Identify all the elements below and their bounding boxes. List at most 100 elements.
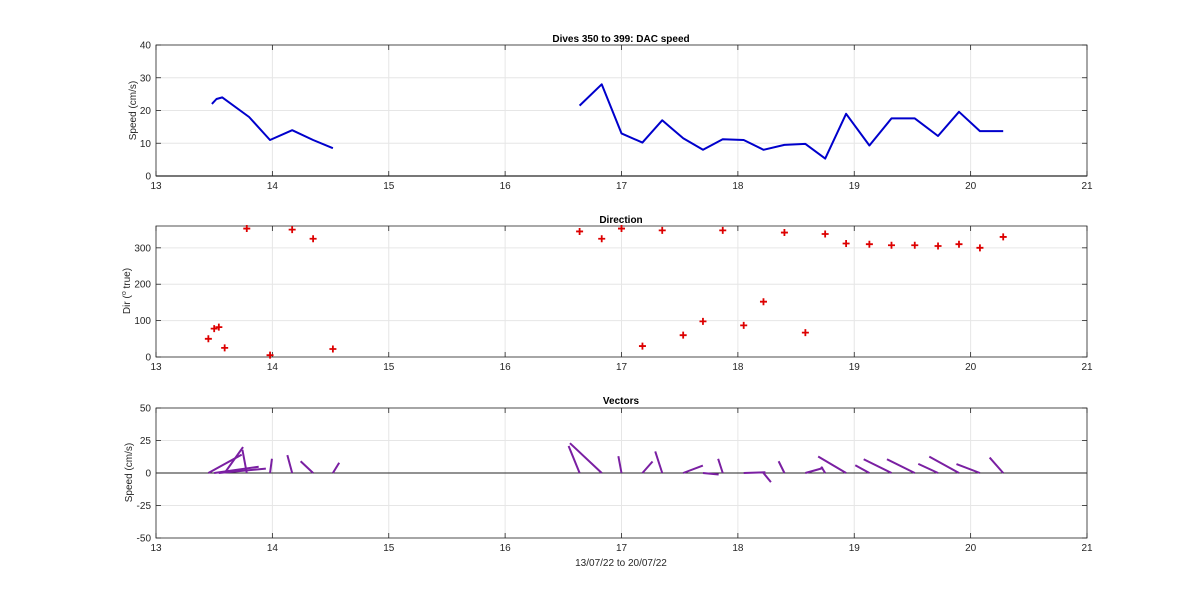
speed-series-line (578, 83, 1004, 160)
speed-x-tick-label: 13 (150, 181, 162, 192)
vector-stick (702, 472, 719, 476)
speed-title: Dives 350 to 399: DAC speed (552, 34, 689, 45)
vector-stick (567, 445, 581, 474)
direction-point (911, 241, 919, 249)
direction-point (210, 325, 218, 333)
direction-x-tick-label: 14 (267, 362, 279, 373)
speed-y-tick-label: 20 (140, 106, 152, 117)
direction-point (976, 244, 984, 252)
vectors-x-tick-label: 21 (1081, 543, 1093, 554)
vector-stick (777, 460, 786, 474)
vectors-y-tick-label: -50 (137, 534, 152, 545)
direction-y-tick-label: 100 (134, 316, 151, 327)
vectors-marks (156, 442, 1087, 483)
direction-x-tick-label: 19 (849, 362, 861, 373)
direction-axes: 13 14 15 16 17 18 19 20 21 0 100 200 300 (134, 225, 1093, 373)
vectors-axes: 13 14 15 16 17 18 19 20 21 -50 -25 0 25 50 (137, 404, 1093, 555)
direction-y-axis-label-part-2: true) (122, 268, 133, 291)
vectors-x-tick-label: 15 (383, 543, 395, 554)
vector-stick (854, 464, 870, 474)
direction-point (618, 225, 625, 233)
vectors-y-tick-label: 25 (140, 436, 152, 447)
vectors-x-tick-label: 20 (965, 543, 977, 554)
vector-stick (218, 467, 266, 474)
direction-point (638, 342, 646, 350)
vectors-y-tick-label: 0 (145, 469, 151, 480)
speed-panel: 13 14 15 16 17 18 19 20 21 0 10 20 30 40 Dives 350 to… (128, 34, 1093, 192)
vector-stick (717, 458, 724, 474)
speed-x-tick-label: 19 (849, 181, 861, 192)
vector-stick (886, 458, 916, 474)
direction-point (679, 331, 687, 339)
vector-stick (223, 446, 244, 474)
direction-y-tick-label: 0 (145, 353, 151, 364)
direction-point (221, 344, 229, 352)
direction-x-tick-label: 13 (150, 362, 162, 373)
direction-marks (204, 225, 1007, 359)
direction-y-axis-label: Dir (o true) (121, 268, 133, 314)
direction-point (999, 233, 1007, 241)
direction-x-tick-label: 16 (500, 362, 512, 373)
direction-point (934, 242, 942, 250)
direction-point (801, 329, 809, 337)
direction-point (576, 227, 584, 235)
vector-stick (743, 471, 766, 474)
vector-stick (286, 454, 294, 474)
vectors-x-tick-label: 14 (267, 543, 279, 554)
vector-stick (241, 449, 248, 474)
vector-stick (817, 455, 847, 474)
vector-stick (928, 455, 960, 474)
speed-x-tick-label: 20 (965, 181, 977, 192)
direction-point (329, 345, 337, 353)
vector-stick (641, 460, 654, 474)
direction-point (887, 241, 895, 249)
speed-axes: 13 14 15 16 17 18 19 20 21 0 10 20 30 40 (140, 41, 1093, 193)
vectors-x-tick-label: 16 (500, 543, 512, 554)
vectors-y-axis-label: Speed (cm/s) (124, 443, 135, 502)
speed-x-tick-label: 15 (383, 181, 395, 192)
vector-stick (682, 464, 704, 474)
vector-stick (988, 456, 1004, 474)
speed-x-tick-label: 18 (732, 181, 744, 192)
vectors-x-tick-label: 17 (616, 543, 628, 554)
direction-x-tick-label: 21 (1081, 362, 1093, 373)
speed-series-line (211, 96, 334, 150)
vectors-panel: 13 14 15 16 17 18 19 20 21 -50 -25 0 25 50 Vectors Sp… (124, 396, 1093, 569)
speed-x-tick-label: 17 (616, 181, 628, 192)
vector-stick (956, 463, 981, 474)
direction-panel: 13 14 15 16 17 18 19 20 21 0 100 200 300 Direction D… (121, 215, 1093, 373)
speed-x-tick-label: 16 (500, 181, 512, 192)
vector-stick (617, 456, 623, 474)
speed-y-tick-label: 0 (145, 172, 151, 183)
speed-y-tick-label: 10 (140, 139, 152, 150)
vector-stick (299, 460, 314, 474)
vector-stick (654, 451, 664, 474)
direction-x-tick-label: 20 (965, 362, 977, 373)
vectors-x-tick-label: 18 (732, 543, 744, 554)
vector-stick (569, 442, 603, 474)
speed-y-tick-label: 30 (140, 73, 152, 84)
speed-marks (156, 83, 1087, 177)
direction-y-axis-label-part-1: Dir ( (122, 295, 133, 315)
direction-point (699, 317, 707, 325)
direction-point (740, 321, 748, 329)
direction-point (215, 323, 223, 331)
direction-point (598, 235, 606, 243)
direction-y-axis-label-degree: o (121, 291, 128, 295)
direction-y-tick-label: 200 (134, 280, 151, 291)
speed-y-axis-label: Speed (cm/s) (128, 81, 139, 140)
direction-y-tick-label: 300 (134, 243, 151, 254)
vectors-y-tick-label: 50 (140, 404, 152, 415)
speed-y-tick-label: 40 (140, 41, 152, 52)
direction-point (288, 226, 296, 234)
vector-stick (863, 458, 892, 474)
direction-x-tick-label: 18 (732, 362, 744, 373)
direction-point (842, 239, 850, 247)
speed-x-tick-label: 14 (267, 181, 279, 192)
direction-point (204, 335, 212, 343)
vector-stick (762, 472, 772, 483)
vectors-title: Vectors (603, 396, 640, 407)
direction-point (759, 298, 767, 306)
direction-point (309, 235, 317, 243)
